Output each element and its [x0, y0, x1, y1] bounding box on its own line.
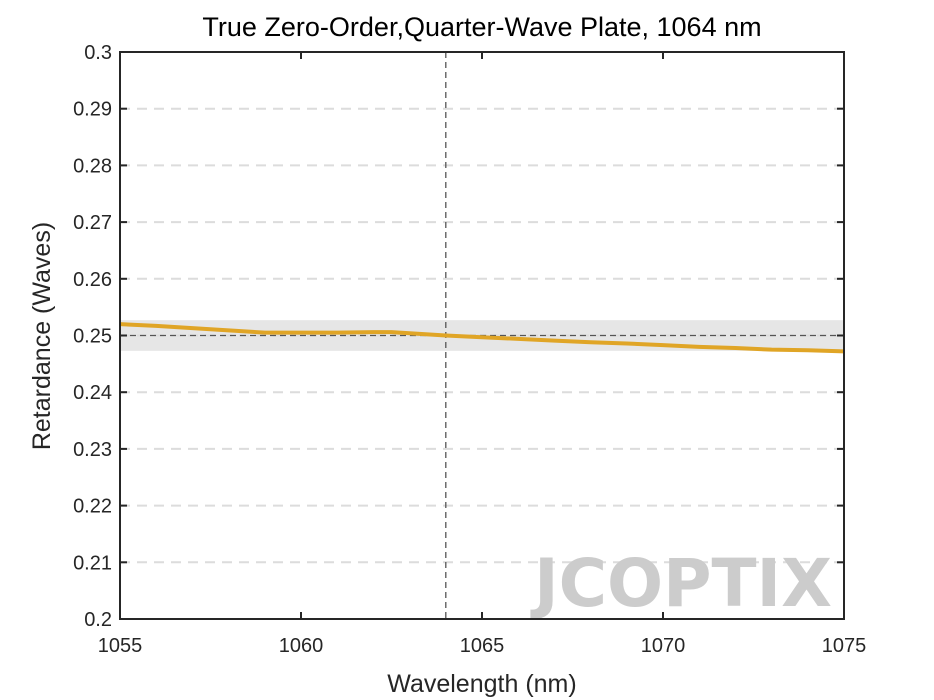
y-tick-label-6: 0.26 [73, 269, 112, 291]
series-layer [119, 322, 845, 354]
y-tick-label-8: 0.28 [73, 155, 112, 177]
y-tick-label-3: 0.23 [73, 439, 112, 461]
y-tick-label-1: 0.21 [73, 552, 112, 574]
y-tick-label-9: 0.29 [73, 99, 112, 121]
x-tick-label-2: 1065 [460, 635, 505, 657]
gridlines [120, 107, 844, 564]
chart-title: True Zero-Order,Quarter-Wave Plate, 1064… [202, 12, 761, 42]
y-tick-label-10: 0.3 [84, 42, 112, 64]
x-tick-label-0: 1055 [98, 635, 143, 657]
x-axis-title: Wavelength (nm) [387, 670, 576, 698]
y-tick-label-2: 0.22 [73, 496, 112, 518]
jcoptix-watermark: JCOPTIX [530, 545, 832, 622]
x-tick-label-3: 1070 [641, 635, 686, 657]
y-tick-label-5: 0.25 [73, 326, 112, 348]
x-tick-label-4: 1075 [822, 635, 867, 657]
y-tick-label-4: 0.24 [73, 382, 112, 404]
y-tick-label-7: 0.27 [73, 212, 112, 234]
y-tick-labels: 0.2 0.21 0.22 0.23 0.24 0.25 0.26 0.27 0.28 0.29 0… [73, 42, 112, 631]
series-line-0 [119, 322, 845, 354]
x-tick-label-1: 1060 [279, 635, 324, 657]
x-tick-labels: 1055 1060 1065 1070 1075 [98, 635, 867, 657]
axis-ticks [119, 51, 845, 620]
y-tick-label-0: 0.2 [84, 609, 112, 631]
watermark-text: JCOPTIX [530, 545, 832, 622]
y-axis-title: Retardance (Waves) [28, 222, 56, 450]
